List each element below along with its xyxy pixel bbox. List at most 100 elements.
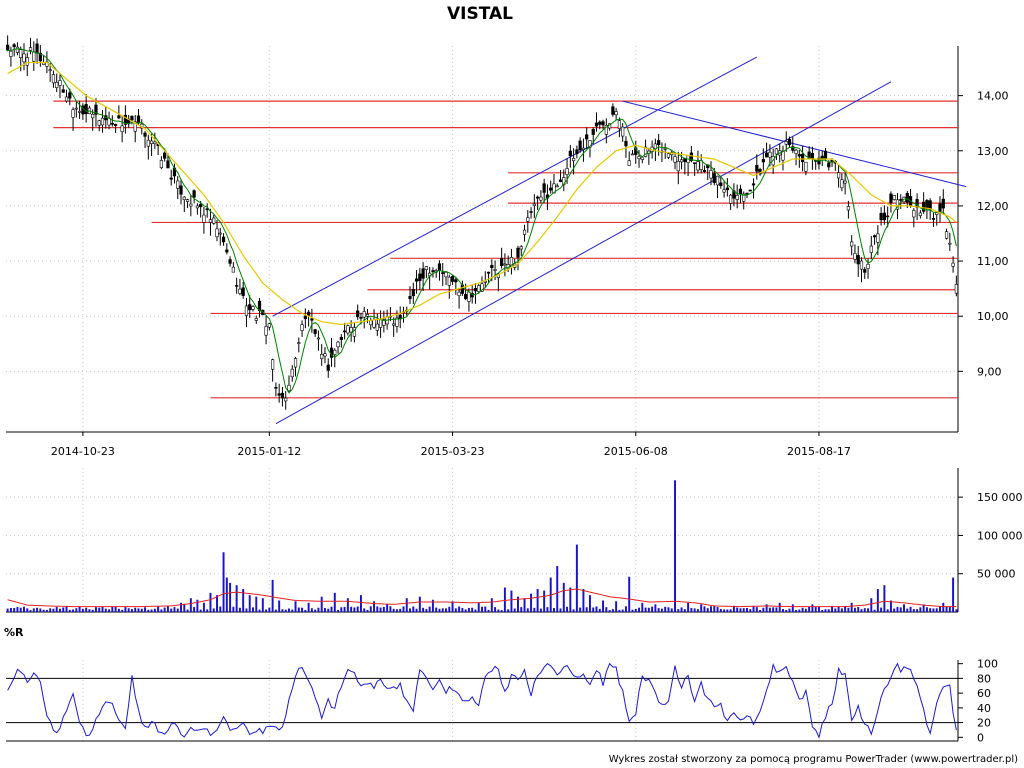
volume-bar [759,609,762,612]
candle-body [859,260,864,270]
moving-average-fast [7,48,957,394]
volume-bar [680,607,683,612]
volume-bar [602,600,605,612]
candle-body [179,185,183,195]
candle-body [143,132,147,137]
volume-bar [72,609,75,612]
volume-bar [582,589,585,612]
volume-bar [173,607,176,612]
candle-body [922,201,926,212]
candle-body [120,125,124,132]
candle-body [169,177,173,180]
candle-body [601,121,605,126]
volume-bar [428,606,431,612]
volume-bar [438,608,441,612]
candle-body [925,200,929,209]
candle-body [804,161,808,172]
volume-bar [366,609,369,612]
candle-body [192,190,196,198]
candle-body [882,212,887,221]
candle-body [699,160,703,170]
candle-body [441,272,445,274]
candle-body [745,192,749,195]
candle-body [657,140,661,146]
volume-bar [660,608,663,612]
volume-bar [386,604,389,612]
candle-body [280,392,285,399]
candle-body [365,314,370,317]
candle-body [536,196,540,199]
candle-body [542,183,546,193]
volume-bar [638,607,641,612]
candle-body [241,287,245,296]
candle-body [787,139,792,146]
candle-body [277,393,281,396]
candle-body [905,193,909,203]
candle-body [64,96,69,102]
candle-body [100,117,105,126]
candle-body [51,74,56,84]
candle-body [630,153,635,156]
volume-bar [23,606,25,612]
candle-body [784,141,788,145]
candle-body [558,179,563,182]
volume-bar [415,608,418,612]
volume-bar [255,596,258,612]
candle-body [944,231,949,239]
volume-bar [288,608,290,612]
candle-body [22,53,26,63]
candle-body [378,319,383,328]
candle-body [483,280,487,283]
volume-bar [127,608,130,612]
volume-bar [435,607,438,612]
y-tick-label: 100 [977,658,998,671]
volume-bar [252,607,254,612]
volume-bar [700,604,703,612]
candle-body [853,253,857,260]
trend-line [622,100,967,188]
volume-bar [52,608,55,612]
volume-bar [314,609,317,612]
volume-bar [824,609,827,612]
volume-bar [418,596,421,612]
volume-bar [739,608,742,612]
candle-body [467,291,471,302]
candle-body [212,217,216,224]
volume-bar [785,609,788,612]
volume-bar [533,607,536,612]
y-tick-label: 9,00 [977,365,1002,378]
candle-body [765,152,769,158]
volume-bar [608,610,611,612]
volume-bar [860,609,863,612]
candle-body [872,235,877,238]
volume-bar [801,607,804,612]
volume-bar [647,607,650,612]
y-tick-label: 20 [977,717,991,730]
volume-bar [575,544,578,612]
volume-bar [710,606,712,612]
candle-body [316,337,321,340]
candle-body [326,364,330,371]
candle-body [310,318,314,321]
volume-bar [271,579,274,612]
volume-bar [451,601,454,612]
volume-bar [899,607,902,612]
candle-body [516,247,520,258]
candle-body [55,82,59,88]
volume-bar [490,598,493,612]
volume-bar [258,609,261,612]
candle-body [35,43,39,54]
volume-bar [494,607,497,612]
candle-body [208,219,213,223]
volume-bar [19,607,22,612]
candle-body [480,283,484,292]
y-tick-label: 13,00 [977,145,1009,158]
volume-bar [248,595,251,612]
candle-body [879,213,883,221]
candle-body [189,203,193,207]
volume-bar [26,608,29,612]
candle-body [549,187,553,191]
volume-bar [631,609,634,612]
candle-body [61,89,65,93]
volume-bar [58,608,61,612]
